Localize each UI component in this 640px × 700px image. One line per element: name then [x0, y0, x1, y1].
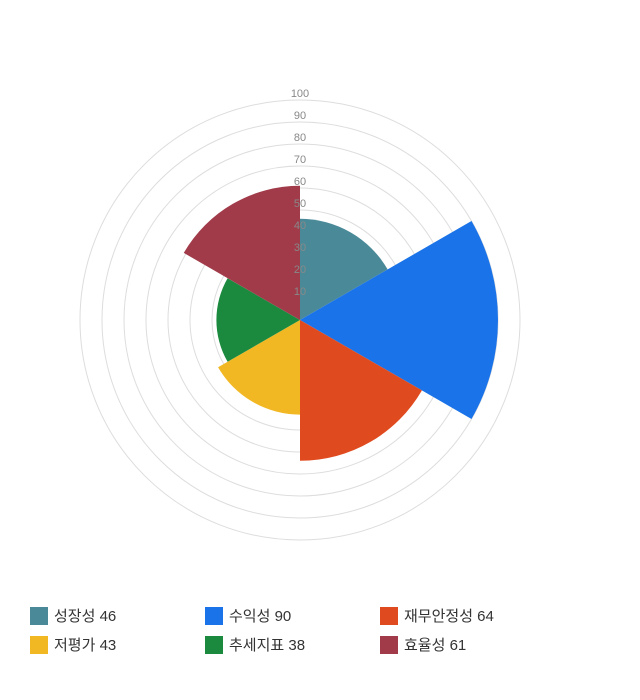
svg-text:100: 100 — [291, 88, 309, 100]
legend-item-trend: 추세지표 38 — [205, 634, 360, 655]
legend-swatch — [380, 607, 398, 625]
legend-item-stability: 재무안정성 64 — [380, 605, 535, 626]
legend-item-profitability: 수익성 90 — [205, 605, 360, 626]
legend-label: 효율성 61 — [404, 634, 466, 655]
legend-label: 수익성 90 — [229, 605, 291, 626]
legend-swatch — [205, 607, 223, 625]
polar-chart-container: 10 20 30 40 50 60 70 80 90 100 — [0, 0, 640, 600]
legend-swatch — [380, 636, 398, 654]
polar-chart-svg: 10 20 30 40 50 60 70 80 90 100 — [0, 0, 640, 600]
legend-swatch — [30, 607, 48, 625]
svg-text:20: 20 — [294, 264, 306, 276]
svg-text:10: 10 — [294, 286, 306, 298]
legend-label: 추세지표 38 — [229, 634, 305, 655]
legend-label: 성장성 46 — [54, 605, 116, 626]
legend-item-growth: 성장성 46 — [30, 605, 185, 626]
legend-item-undervalued: 저평가 43 — [30, 634, 185, 655]
svg-text:60: 60 — [294, 176, 306, 188]
chart-slices — [184, 186, 498, 461]
svg-text:70: 70 — [294, 154, 306, 166]
legend-swatch — [205, 636, 223, 654]
svg-text:50: 50 — [294, 198, 306, 210]
chart-legend: 성장성 46 수익성 90 재무안정성 64 저평가 43 추세지표 38 효율… — [30, 605, 610, 655]
svg-text:80: 80 — [294, 132, 306, 144]
svg-text:30: 30 — [294, 242, 306, 254]
legend-label: 재무안정성 64 — [404, 605, 494, 626]
legend-label: 저평가 43 — [54, 634, 116, 655]
legend-swatch — [30, 636, 48, 654]
svg-text:40: 40 — [294, 220, 306, 232]
legend-item-efficiency: 효율성 61 — [380, 634, 535, 655]
svg-text:90: 90 — [294, 110, 306, 122]
